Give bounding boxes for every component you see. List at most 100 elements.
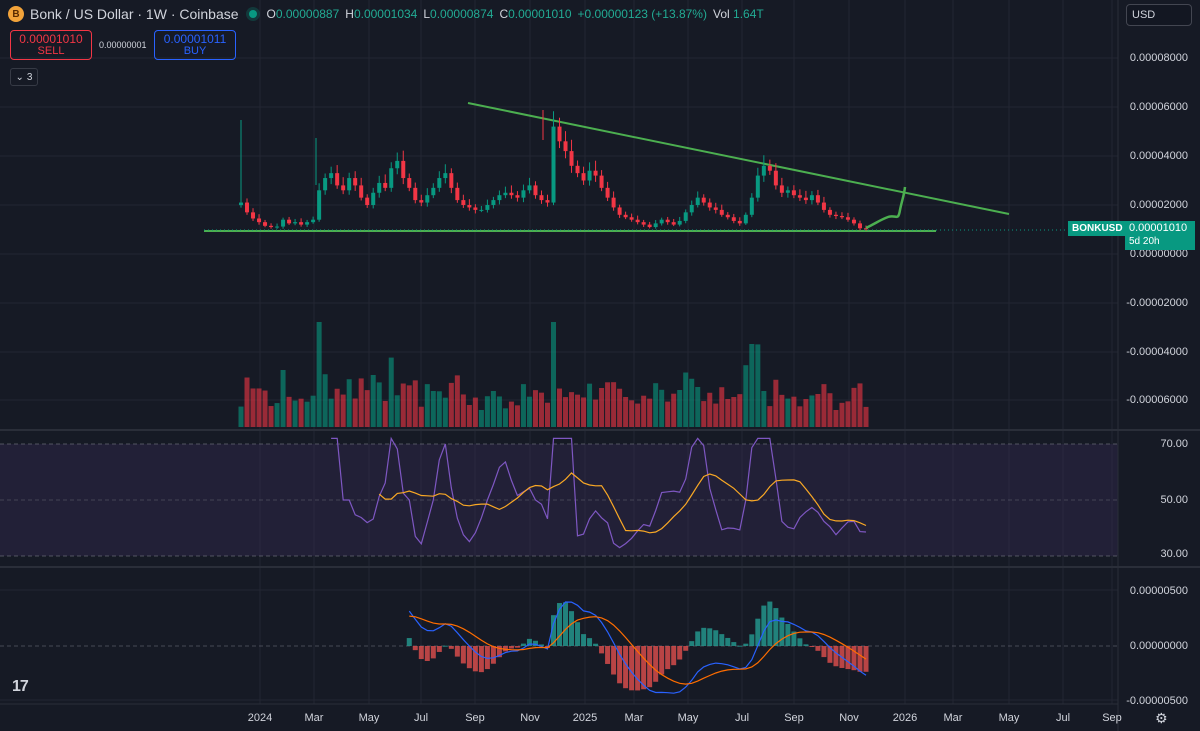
- candle-body: [287, 219, 292, 224]
- projection-path[interactable]: [865, 186, 907, 230]
- candle-body: [713, 207, 718, 210]
- candle-body: [455, 187, 460, 201]
- currency-selector[interactable]: USD: [1126, 4, 1192, 26]
- time-tick: Jul: [413, 712, 429, 724]
- time-tick: Nov: [520, 712, 540, 724]
- volume-bar: [370, 375, 376, 427]
- macd-histogram-bar: [593, 643, 599, 646]
- macd-histogram-bar: [743, 643, 749, 646]
- candle-body: [329, 173, 334, 179]
- candle-body: [611, 197, 616, 208]
- sell-button[interactable]: 0.00001010 SELL: [10, 30, 92, 60]
- macd-histogram-bar: [454, 646, 460, 657]
- candle-body: [461, 200, 466, 205]
- price-tick: 0.00004000: [1129, 150, 1188, 162]
- candle-body: [401, 160, 406, 179]
- candle-body: [791, 190, 796, 196]
- symbol-price-label: BONKUSD: [1068, 221, 1127, 236]
- time-tick: May: [358, 712, 380, 724]
- resistance-trendline[interactable]: [467, 102, 1010, 215]
- volume-bar: [502, 408, 508, 427]
- candle-body: [809, 195, 814, 201]
- volume-bar: [520, 384, 526, 427]
- candle-body: [497, 195, 502, 201]
- volume-bar: [695, 387, 701, 427]
- rsi-band: [0, 444, 1118, 556]
- candle-body: [425, 195, 430, 203]
- macd-histogram-bar: [605, 646, 611, 664]
- candle-body: [293, 222, 298, 224]
- gear-icon[interactable]: ⚙: [1155, 710, 1168, 726]
- candle-body: [803, 197, 808, 201]
- candle-body: [251, 212, 256, 219]
- volume-bar: [508, 401, 514, 427]
- candle-body: [695, 197, 700, 205]
- volume-bar: [460, 394, 466, 427]
- volume-value: 1.64T: [733, 7, 764, 21]
- volume-bar: [773, 379, 779, 427]
- macd-histogram-bar: [809, 646, 815, 647]
- volume-bar: [376, 382, 382, 427]
- candle-body: [299, 222, 304, 225]
- buy-price: 0.00001011: [163, 32, 227, 46]
- candle-body: [785, 190, 790, 193]
- candle-body: [359, 185, 364, 198]
- time-tick: Sep: [1102, 712, 1122, 724]
- macd-histogram-bar: [406, 638, 412, 646]
- candle-body: [575, 165, 580, 174]
- candle-body: [677, 220, 682, 225]
- volume-bar: [418, 406, 424, 427]
- time-tick: Mar: [304, 712, 324, 724]
- candle-body: [737, 220, 742, 224]
- macd-histogram-bar: [725, 637, 731, 646]
- macd-histogram-bar: [827, 646, 833, 663]
- candle-body: [617, 207, 622, 215]
- buy-button[interactable]: 0.00001011 BUY: [154, 30, 236, 60]
- volume-bar: [256, 388, 262, 427]
- symbol-title[interactable]: Bonk / US Dollar · 1W · Coinbase: [30, 6, 239, 22]
- volume-bar: [250, 388, 256, 427]
- volume-bar: [557, 388, 563, 427]
- macd-histogram-bar: [683, 646, 689, 651]
- macd-histogram-bar: [665, 646, 671, 670]
- candle-body: [623, 214, 628, 218]
- market-open-indicator: [248, 10, 257, 18]
- low-value: 0.00000874: [430, 7, 494, 21]
- symbol-header: B Bonk / US Dollar · 1W · Coinbase O0.00…: [8, 6, 764, 22]
- price-tick: -0.00006000: [1126, 394, 1188, 406]
- volume-bar: [268, 406, 274, 427]
- volume-bar: [238, 406, 244, 427]
- macd-signal-line: [409, 615, 867, 685]
- volume-bar: [839, 402, 845, 427]
- macd-histogram-bar: [538, 644, 544, 646]
- volume-bar: [496, 396, 502, 427]
- buy-label: BUY: [183, 45, 207, 57]
- macd-histogram-bar: [755, 618, 761, 646]
- macd-histogram-bar: [508, 646, 514, 649]
- candle-body: [485, 205, 490, 210]
- volume-bar: [791, 396, 797, 427]
- candle-body: [845, 217, 850, 220]
- price-tick: -0.00002000: [1126, 297, 1188, 309]
- macd-histogram-bar: [472, 646, 478, 672]
- volume-bar: [677, 390, 683, 427]
- candle-body: [521, 190, 526, 198]
- macd-histogram-bar: [851, 646, 857, 671]
- tradingview-logo-icon[interactable]: 17: [12, 678, 29, 695]
- candle-body: [731, 217, 736, 221]
- indicators-toggle[interactable]: ⌄ 3: [10, 68, 38, 86]
- volume-bar: [599, 388, 605, 427]
- candle-body: [503, 192, 508, 196]
- volume-bar: [244, 377, 250, 427]
- volume-bar: [647, 398, 653, 427]
- macd-histogram-bar: [617, 646, 623, 684]
- candle-body: [509, 192, 514, 196]
- candle-body: [473, 207, 478, 210]
- macd-histogram-bar: [551, 615, 556, 646]
- volume-bar: [725, 399, 731, 427]
- macd-histogram-bar: [779, 617, 785, 646]
- volume-bar: [262, 390, 268, 427]
- candle-body: [545, 200, 550, 203]
- volume-bar: [466, 405, 472, 427]
